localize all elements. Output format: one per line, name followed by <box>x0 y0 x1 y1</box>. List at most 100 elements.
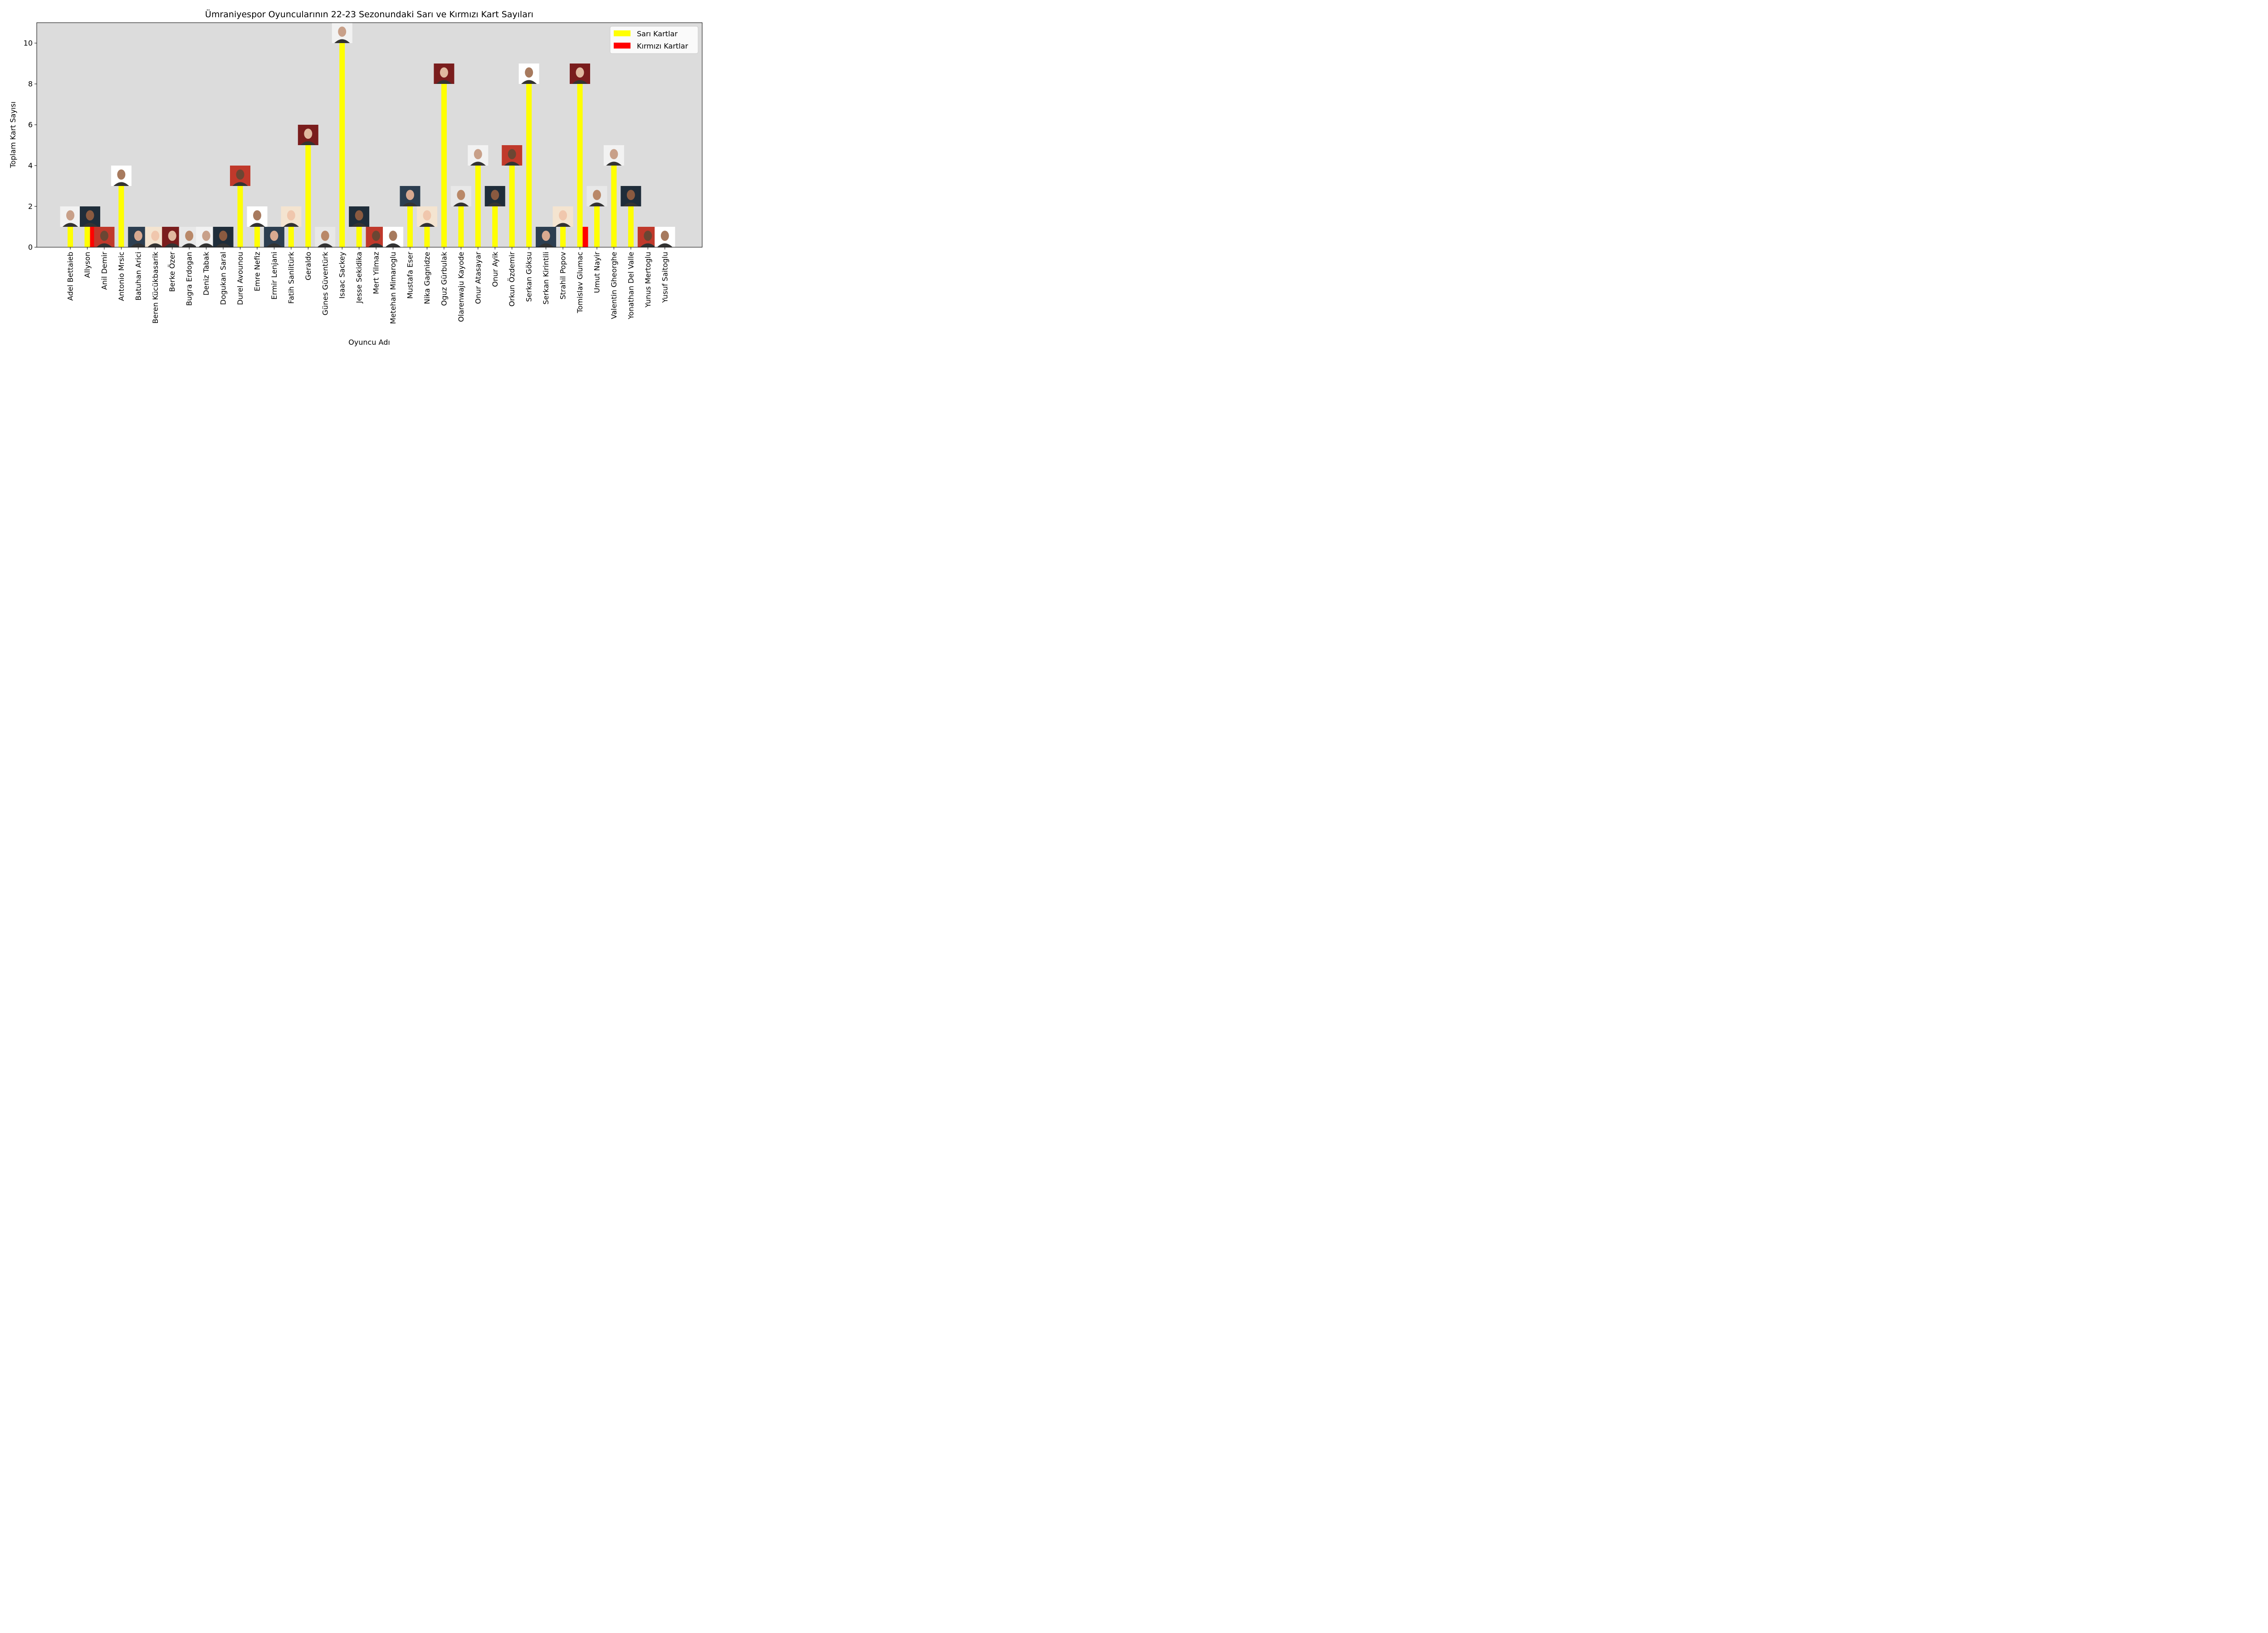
x-tick-label: Ermir Lenjani <box>270 252 279 300</box>
player-photo <box>536 227 557 247</box>
x-tick-label: Orkun Özdemir <box>508 252 516 307</box>
x-tick-label: Onur Atasayar <box>474 252 482 304</box>
bar-yellow-card <box>594 206 600 247</box>
bar-yellow-card <box>458 206 464 247</box>
bar-yellow-card <box>305 145 311 247</box>
legend-label-yellow: Sarı Kartlar <box>637 29 678 38</box>
x-tick-label: Nika Gagnidze <box>423 252 431 304</box>
player-photo <box>111 166 132 186</box>
legend-label-red: Kırmızı Kartlar <box>637 42 688 50</box>
x-tick-label: Yonathan Del Valle <box>626 252 635 320</box>
x-tick-label: Adel Bettaieb <box>66 252 75 301</box>
bar-yellow-card <box>560 227 566 247</box>
legend-swatch-red <box>614 43 631 49</box>
player-photo <box>484 186 505 206</box>
x-tick-label: Jesse Sekidika <box>355 252 363 303</box>
x-tick-label: Olarenwaju Kayode <box>457 252 465 322</box>
plot-area <box>37 23 702 247</box>
x-axis: Adel Bettaieb Allyson Anil Demir Antonio Mr… <box>66 247 669 324</box>
x-tick-label: Umut Nayir <box>592 252 601 293</box>
x-tick-label: Beren Kücükbasarik <box>151 251 160 323</box>
player-photo <box>468 145 489 166</box>
bar-yellow-card <box>237 186 243 247</box>
x-tick-label: Durel Avounou <box>236 252 244 305</box>
bar-yellow-card <box>288 227 294 247</box>
y-tick-label: 4 <box>28 161 33 170</box>
y-tick-label: 8 <box>28 80 33 88</box>
bar-yellow-card <box>526 84 532 247</box>
x-tick-label: Strahil Popov <box>559 252 567 299</box>
x-tick-label: Serkan Kirintili <box>542 252 550 304</box>
bar-yellow-card <box>509 166 515 247</box>
bar-yellow-card <box>68 227 73 247</box>
player-photo <box>518 64 539 84</box>
player-photo <box>315 227 336 247</box>
y-tick-label: 6 <box>28 121 33 129</box>
x-tick-label: Tomislav Glumac <box>576 252 584 313</box>
x-tick-label: Anil Demir <box>100 252 108 290</box>
chart: 0 2 4 6 8 10 Adel Bettaieb Allyson Anil Demir An… <box>0 0 711 356</box>
player-photo <box>60 206 81 227</box>
x-tick-label: Yusuf Saitoglu <box>660 252 669 303</box>
x-tick-label: Antonio Mrsic <box>117 252 126 301</box>
bar-yellow-card <box>492 206 498 247</box>
x-tick-label: Yunus Mertoglu <box>644 252 652 308</box>
player-photo <box>230 166 250 186</box>
x-tick-label: Serkan Göksu <box>525 252 533 302</box>
legend-swatch-yellow <box>614 30 631 36</box>
x-tick-label: Mert Yilmaz <box>372 252 381 294</box>
player-photo <box>264 227 284 247</box>
bar-yellow-card <box>118 186 124 247</box>
player-photo <box>383 227 404 247</box>
player-photo <box>349 206 370 227</box>
x-tick-label: Bugra Erdogan <box>185 252 194 306</box>
y-tick-label: 2 <box>28 202 33 211</box>
player-photo <box>552 206 573 227</box>
x-tick-label: Oguz Gürbulak <box>440 251 448 306</box>
chart-title: Ümraniyespor Oyuncularının 22-23 Sezonun… <box>205 9 533 20</box>
bar-yellow-card <box>475 166 481 247</box>
bar-yellow-card <box>407 206 413 247</box>
x-tick-label: Onur Ayik <box>491 251 499 287</box>
y-axis-label: Toplam Kart Sayısı <box>9 102 17 169</box>
player-photo <box>400 186 420 206</box>
player-photo <box>434 64 455 84</box>
x-tick-label: Valentin Gheorghe <box>610 252 618 319</box>
bars <box>68 43 634 247</box>
bar-yellow-card <box>356 227 362 247</box>
bar-yellow-card <box>339 43 345 247</box>
x-tick-label: Allyson <box>83 252 92 278</box>
player-photo <box>247 206 268 227</box>
player-photo <box>332 23 352 43</box>
player-photo <box>94 227 115 247</box>
legend-frame <box>610 26 699 54</box>
bar-yellow-card <box>577 84 583 247</box>
x-tick-label: Isaac Sackey <box>338 252 347 298</box>
bar-yellow-card <box>424 227 430 247</box>
player-photo <box>298 125 318 145</box>
y-tick-label: 10 <box>24 39 33 48</box>
bar-red-card <box>582 227 588 247</box>
x-tick-label: Berke Özer <box>168 252 176 292</box>
x-tick-label: Dogukan Saral <box>219 252 228 305</box>
x-tick-label: Günes Güventürk <box>321 251 329 315</box>
x-tick-label: Geraldo <box>304 252 313 280</box>
player-photo <box>502 145 523 166</box>
player-photo <box>281 206 302 227</box>
player-photo <box>450 186 471 206</box>
bar-yellow-card <box>254 227 260 247</box>
player-photo <box>79 206 100 227</box>
x-tick-label: Deniz Tabak <box>202 251 210 295</box>
player-photo <box>587 186 607 206</box>
x-tick-label: Fatih Sanlitürk <box>287 251 295 303</box>
x-tick-label: Mustafa Eser <box>406 252 415 299</box>
player-photo <box>416 206 437 227</box>
x-tick-label: Metehan Mimaroglu <box>389 252 397 324</box>
plot-frame <box>36 22 703 248</box>
x-axis-label: Oyuncu Adı <box>348 338 390 347</box>
bar-yellow-card <box>611 166 617 247</box>
y-tick-label: 0 <box>28 243 33 252</box>
player-photo <box>621 186 641 206</box>
player-photos <box>60 23 675 247</box>
y-axis: 0 2 4 6 8 10 <box>24 39 37 252</box>
